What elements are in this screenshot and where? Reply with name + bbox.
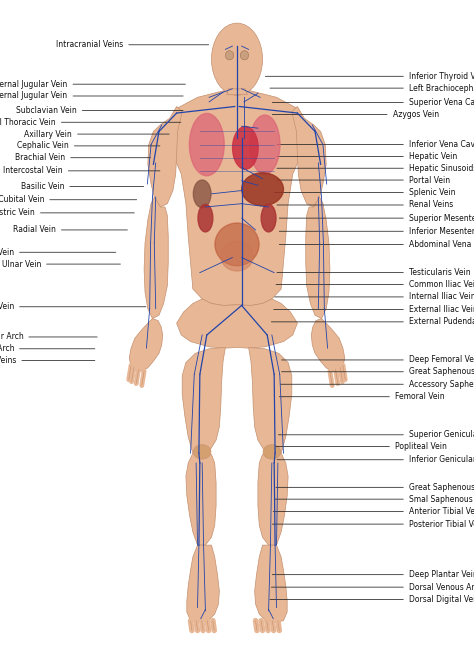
- Text: Superior Vena Cava: Superior Vena Cava: [272, 98, 474, 107]
- Polygon shape: [227, 89, 247, 94]
- Text: Hepatic Sinusoids: Hepatic Sinusoids: [277, 163, 474, 173]
- Text: Radial Vein: Radial Vein: [13, 225, 128, 234]
- Text: Internal Iliac Vein: Internal Iliac Vein: [274, 292, 474, 302]
- Text: External Jugular Vein: External Jugular Vein: [0, 80, 185, 88]
- Text: Renal Veins: Renal Veins: [277, 200, 453, 210]
- Text: Inferior Genicular Veins: Inferior Genicular Veins: [277, 455, 474, 464]
- Text: Testicularis Vein: Testicularis Vein: [277, 268, 471, 277]
- Text: Smal Saphenous Vein: Smal Saphenous Vein: [274, 494, 474, 504]
- Text: Inferior Epigastric Vein: Inferior Epigastric Vein: [0, 302, 146, 312]
- Text: Thoracoepigastric Vein: Thoracoepigastric Vein: [0, 208, 134, 217]
- Text: Deep Femoral Vein: Deep Femoral Vein: [282, 356, 474, 364]
- Polygon shape: [255, 545, 287, 622]
- Ellipse shape: [190, 113, 224, 176]
- Polygon shape: [258, 453, 288, 545]
- Text: Common Iliac Vein: Common Iliac Vein: [276, 280, 474, 289]
- Text: Posterior Tibial Vein: Posterior Tibial Vein: [272, 520, 474, 529]
- Text: Dorsal Venous Arch: Dorsal Venous Arch: [271, 583, 474, 592]
- Text: Subclavian Vein: Subclavian Vein: [16, 106, 183, 115]
- Ellipse shape: [261, 204, 276, 232]
- Text: Internal Jugular Vein: Internal Jugular Vein: [0, 92, 183, 100]
- Text: Superior Mesenteric Vein: Superior Mesenteric Vein: [279, 214, 474, 222]
- Ellipse shape: [233, 127, 258, 170]
- Polygon shape: [186, 453, 216, 545]
- Ellipse shape: [226, 51, 234, 60]
- Text: Accessory Saphenous Vein: Accessory Saphenous Vein: [281, 380, 474, 389]
- Text: External Pudendal Vein: External Pudendal Vein: [271, 318, 474, 326]
- Text: External Iliac Vein: External Iliac Vein: [273, 305, 474, 314]
- Text: Dorsal Digital Veins: Dorsal Digital Veins: [270, 595, 474, 604]
- Text: Inferior Thyroid Vein: Inferior Thyroid Vein: [265, 72, 474, 81]
- Circle shape: [211, 23, 263, 95]
- Polygon shape: [148, 107, 182, 207]
- Text: Median Cubital Vein: Median Cubital Vein: [0, 195, 137, 204]
- Text: Left Brachiocephalic Vein: Left Brachiocephalic Vein: [270, 84, 474, 92]
- Text: Popliteal Vein: Popliteal Vein: [276, 442, 447, 451]
- Text: Superficial Palmar Arch: Superficial Palmar Arch: [0, 344, 95, 353]
- Text: Brachial Vein: Brachial Vein: [15, 153, 151, 162]
- Text: Femoral Vein: Femoral Vein: [279, 392, 445, 401]
- Ellipse shape: [250, 115, 280, 174]
- Text: Palmar Digiti Veins: Palmar Digiti Veins: [0, 356, 95, 365]
- Text: Basilic Vein: Basilic Vein: [21, 182, 144, 191]
- Polygon shape: [306, 197, 330, 319]
- Ellipse shape: [215, 223, 259, 266]
- Text: Intracranial Veins: Intracranial Veins: [56, 40, 209, 50]
- Ellipse shape: [193, 445, 211, 459]
- Ellipse shape: [240, 51, 248, 60]
- Text: Axillary Vein: Axillary Vein: [24, 129, 169, 139]
- Text: Portal Vein: Portal Vein: [277, 176, 450, 184]
- Polygon shape: [144, 197, 168, 319]
- Ellipse shape: [242, 173, 283, 206]
- Ellipse shape: [198, 204, 213, 232]
- Text: Median Antebrachial Vein: Median Antebrachial Vein: [0, 248, 116, 257]
- Text: Deep Palmar Arch: Deep Palmar Arch: [0, 332, 97, 342]
- Text: Inferior Vena Cava: Inferior Vena Cava: [277, 140, 474, 149]
- Polygon shape: [170, 89, 304, 306]
- Text: Anterior Tibial Vein: Anterior Tibial Vein: [273, 507, 474, 516]
- Text: Inferior Mesenteric Vein: Inferior Mesenteric Vein: [279, 226, 474, 236]
- Text: Azygos Vein: Azygos Vein: [272, 110, 439, 119]
- Ellipse shape: [221, 241, 253, 271]
- Polygon shape: [182, 348, 226, 454]
- Text: Ulnar Vein: Ulnar Vein: [1, 259, 120, 269]
- Text: Abdominal Vena Cava: Abdominal Vena Cava: [279, 240, 474, 249]
- Text: Cephalic Vein: Cephalic Vein: [17, 141, 160, 150]
- Text: Internal Thoracic Vein: Internal Thoracic Vein: [0, 118, 181, 127]
- Text: Great Saphenous Vein: Great Saphenous Vein: [276, 483, 474, 492]
- Text: Intercostal Vein: Intercostal Vein: [3, 166, 160, 176]
- Ellipse shape: [263, 445, 281, 459]
- Polygon shape: [311, 319, 345, 371]
- Ellipse shape: [193, 180, 211, 208]
- Polygon shape: [129, 319, 163, 371]
- Text: Splenic Vein: Splenic Vein: [274, 188, 456, 197]
- Polygon shape: [292, 107, 326, 207]
- Polygon shape: [187, 545, 219, 622]
- Text: Hepatic Vein: Hepatic Vein: [277, 152, 457, 161]
- Text: Superior Genicular Veins: Superior Genicular Veins: [278, 430, 474, 440]
- Polygon shape: [248, 348, 292, 454]
- Text: Great Saphenous Vein: Great Saphenous Vein: [282, 367, 474, 377]
- Polygon shape: [177, 299, 297, 348]
- Text: Deep Plantar Veins: Deep Plantar Veins: [272, 570, 474, 579]
